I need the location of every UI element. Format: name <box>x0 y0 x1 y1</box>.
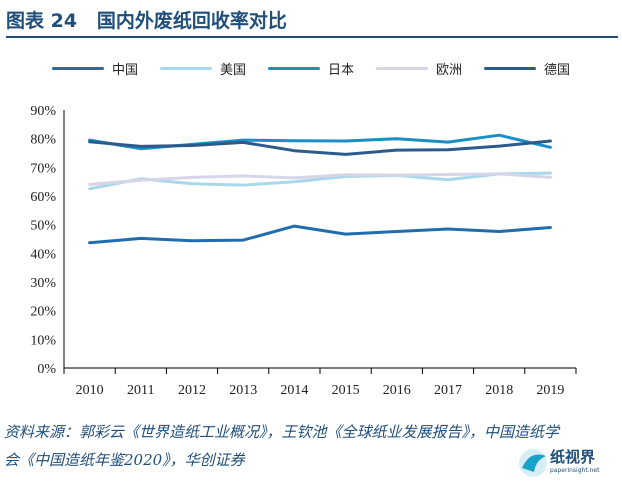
watermark-name: 纸视界 <box>550 448 596 466</box>
legend-label: 美国 <box>219 62 246 78</box>
line-chart: 0% 10% 20% 30% 40% 50% 60% 70% 80% 90% 2010 2011 201… <box>30 104 577 398</box>
x-tick-label: 2019 <box>536 383 564 398</box>
x-tick-label: 2014 <box>280 383 308 398</box>
chart-legend: 中国 美国 日本 欧洲 德国 <box>0 56 622 80</box>
legend-item-1: 美国 <box>159 59 246 78</box>
series-line-4 <box>88 139 552 156</box>
x-tick-label: 2015 <box>332 383 360 398</box>
y-tick-label: 20% <box>30 305 56 320</box>
y-tick-label: 10% <box>30 333 56 348</box>
legend-swatch <box>376 66 428 70</box>
y-tick-label: 70% <box>30 161 56 176</box>
y-tick-label: 90% <box>30 104 56 119</box>
watermark-bird-icon <box>519 449 547 477</box>
legend-label: 中国 <box>111 62 138 78</box>
y-tick-label: 50% <box>30 219 56 234</box>
y-tick-label: 0% <box>37 362 56 377</box>
y-tick-label: 30% <box>30 276 56 291</box>
y-tick-label: 60% <box>30 190 56 205</box>
x-tick-label: 2016 <box>383 383 411 398</box>
legend-item-4: 德国 <box>484 59 570 78</box>
watermark-url: paperinsight.net <box>550 467 600 474</box>
y-tick-label: 80% <box>30 133 56 148</box>
x-tick-label: 2012 <box>178 383 206 398</box>
legend-swatch <box>51 66 104 70</box>
x-tick-label: 2011 <box>127 383 154 398</box>
figure-title: 图表 24 国内外废纸回收率对比 <box>6 10 287 32</box>
legend-swatch <box>267 66 320 70</box>
legend-item-3: 欧洲 <box>376 59 462 78</box>
watermark-logo: 纸视界 paperinsight.net <box>516 444 620 484</box>
series-line-1 <box>88 171 552 191</box>
legend-item-0: 中国 <box>51 59 138 78</box>
source-note: 资料来源：郭彩云《世界造纸工业概况》，王钦池《全球纸业发展报告》，中国造纸学会《… <box>4 423 560 469</box>
legend-label: 欧洲 <box>436 62 463 78</box>
x-tick-label: 2017 <box>434 383 462 398</box>
legend-label: 日本 <box>327 62 354 78</box>
title-underline <box>6 36 618 38</box>
x-tick-label: 2018 <box>485 383 513 398</box>
legend-item-2: 日本 <box>267 59 354 78</box>
legend-swatch <box>159 66 212 70</box>
y-tick-label: 40% <box>30 247 56 262</box>
figure-header: 图表 24 国内外废纸回收率对比 <box>0 0 622 38</box>
legend-label: 德国 <box>544 62 571 78</box>
series-line-0 <box>88 224 552 245</box>
x-tick-label: 2010 <box>76 383 104 398</box>
x-tick-label: 2013 <box>229 383 257 398</box>
legend-swatch <box>484 66 537 70</box>
series-line-3 <box>88 172 552 186</box>
